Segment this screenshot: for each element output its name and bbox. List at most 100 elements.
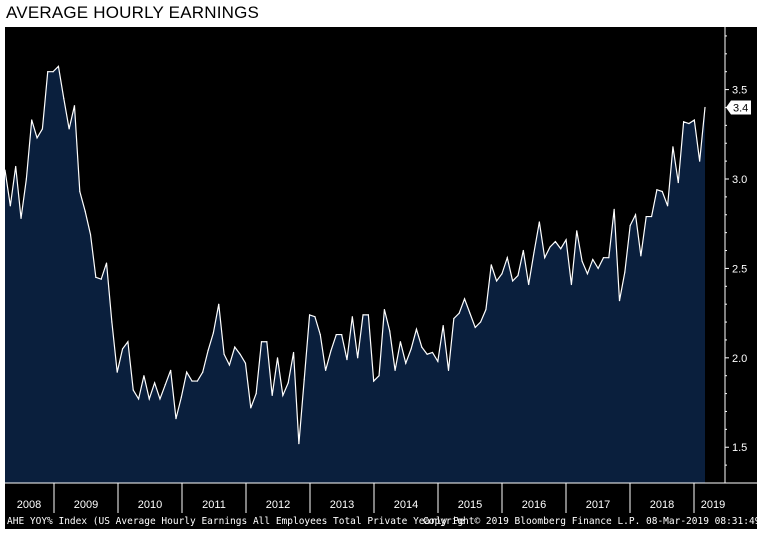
data-point <box>683 121 685 123</box>
data-point <box>282 394 284 396</box>
data-point <box>704 106 706 109</box>
data-point <box>570 283 573 286</box>
data-point <box>431 351 434 354</box>
copyright-text: Copyright© 2019 Bloomberg Finance L.P. <box>423 516 641 527</box>
data-point <box>89 233 92 236</box>
data-point <box>95 276 97 278</box>
data-point <box>121 348 124 350</box>
data-point <box>308 314 311 316</box>
data-point <box>357 357 359 359</box>
data-point <box>490 264 492 266</box>
y-tick-label: 3.5 <box>732 85 747 97</box>
data-point <box>330 350 332 352</box>
chart-area: 3.5 3.0 2.5 2.0 1.5 3.4 2008 2009 2010 2011 2012 20… <box>5 27 757 529</box>
data-point <box>624 271 626 273</box>
data-point <box>378 375 380 377</box>
data-point <box>319 333 321 336</box>
data-point <box>250 407 252 409</box>
data-point <box>271 394 273 396</box>
data-point <box>656 189 658 191</box>
x-tick-label: 2013 <box>330 499 354 511</box>
data-point <box>437 360 439 362</box>
data-point <box>325 369 327 371</box>
data-point <box>389 330 391 332</box>
last-value-marker <box>726 100 751 115</box>
data-point <box>469 312 471 314</box>
data-point <box>132 389 134 391</box>
data-point <box>298 443 300 445</box>
data-point <box>522 249 524 252</box>
data-point <box>512 280 514 282</box>
data-point <box>73 105 76 107</box>
data-point <box>68 128 70 130</box>
timestamp-text: 08-Mar-2019 08:31:49 <box>646 516 757 527</box>
data-point <box>234 346 236 348</box>
data-point <box>143 375 145 377</box>
data-point <box>276 357 279 359</box>
data-point <box>5 169 6 171</box>
data-point <box>613 208 615 210</box>
data-point <box>180 396 182 398</box>
data-point <box>15 165 17 168</box>
data-point <box>442 325 444 327</box>
data-point <box>576 230 578 232</box>
data-point <box>677 181 679 184</box>
x-tick-label: 2012 <box>266 499 290 511</box>
data-point <box>506 257 508 259</box>
data-point <box>127 341 129 343</box>
last-value-label: 3.4 <box>733 102 748 114</box>
data-point <box>415 328 418 330</box>
data-point <box>47 71 49 73</box>
data-point <box>528 283 530 286</box>
data-point <box>383 308 385 311</box>
data-point <box>260 341 263 343</box>
data-point <box>586 273 589 275</box>
data-point <box>394 369 396 371</box>
data-point <box>538 221 540 223</box>
chart-svg: 3.5 3.0 2.5 2.0 1.5 3.4 2008 2009 2010 2011 2012 20… <box>5 27 757 515</box>
data-point <box>105 262 108 264</box>
data-point <box>688 122 690 125</box>
data-point <box>618 300 621 302</box>
data-point <box>362 314 364 316</box>
data-point <box>560 248 562 250</box>
data-point <box>693 119 695 121</box>
data-point <box>292 351 295 354</box>
data-point <box>565 239 567 241</box>
data-point <box>351 316 353 318</box>
data-point <box>154 382 156 384</box>
data-point <box>196 380 198 382</box>
x-tick-label: 2009 <box>74 499 98 511</box>
data-point <box>255 392 257 395</box>
data-point <box>453 317 455 320</box>
data-point <box>218 303 220 305</box>
data-point <box>479 321 482 323</box>
data-point <box>634 214 637 216</box>
data-point <box>186 371 188 373</box>
data-point <box>175 418 177 420</box>
data-point <box>544 257 546 259</box>
data-point <box>554 240 556 243</box>
y-tick-label: 3.0 <box>732 174 747 186</box>
data-point <box>137 398 140 400</box>
data-point <box>458 312 460 314</box>
data-point <box>31 119 33 121</box>
data-point <box>287 382 289 384</box>
data-point <box>164 384 166 386</box>
chart-footer: AHE YOY% Index (US Average Hourly Earnin… <box>5 515 757 529</box>
data-point <box>335 333 337 336</box>
data-point <box>602 257 605 259</box>
data-point <box>650 215 653 218</box>
data-point <box>485 308 487 311</box>
data-point <box>645 215 647 218</box>
data-point <box>25 178 27 180</box>
data-point <box>148 398 150 400</box>
data-point <box>100 278 102 280</box>
data-point <box>159 398 161 400</box>
data-point <box>116 371 118 373</box>
y-tick-label: 2.0 <box>732 353 747 365</box>
data-point <box>399 341 402 343</box>
data-point <box>228 364 231 366</box>
data-point <box>661 190 663 193</box>
data-point <box>239 353 241 355</box>
